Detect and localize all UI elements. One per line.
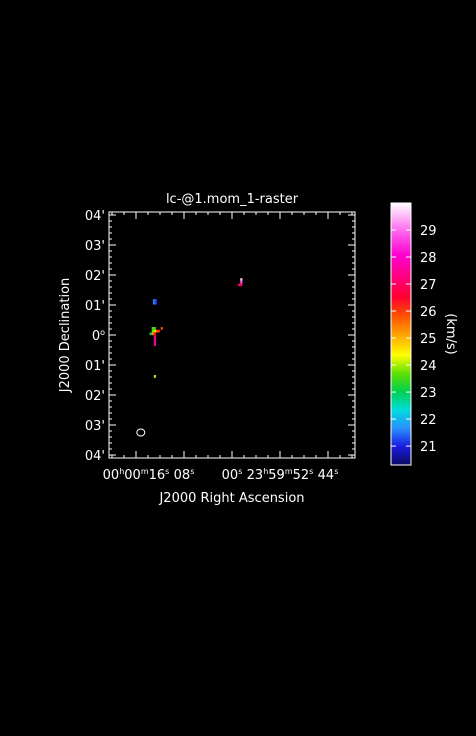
chart-title: lc-@1.mom_1-raster: [166, 192, 299, 207]
map-pixel: [152, 299, 156, 302]
colorbar-tick-label: 21: [420, 440, 437, 455]
colorbar-tick-label: 27: [420, 278, 437, 293]
map-pixel: [149, 332, 152, 336]
y-tick-label: 04': [85, 449, 105, 464]
plot-frame: [108, 211, 356, 459]
x-tick-label: 00h00m16s: [103, 467, 170, 483]
colorbar-label: (km/s): [443, 313, 458, 355]
x-tick-label: 08s: [174, 467, 195, 483]
map-pixel: [240, 280, 243, 284]
map-pixel: [153, 327, 156, 330]
map-pixel: [153, 337, 156, 341]
map-pixel: [160, 327, 163, 330]
colorbar-tick-label: 25: [420, 332, 437, 347]
map-pixel: [154, 299, 157, 302]
map-pixel: [153, 335, 156, 338]
map-pixel: [151, 332, 154, 336]
y-tick-label: 03': [85, 419, 105, 434]
beam-ellipse: [136, 428, 146, 437]
x-axis-label: J2000 Right Ascension: [158, 491, 304, 506]
colorbar-tick-label: 22: [420, 413, 437, 428]
map-pixel: [152, 301, 156, 305]
x-tick-label: 00s: [222, 467, 243, 483]
y-tick-label: 01': [85, 299, 105, 314]
map-pixel: [155, 329, 159, 333]
y-axis-ticks: 04' 03' 02' 01' 0o 01' 02' 03' 04': [85, 209, 355, 464]
x-tick-label: 44s: [318, 467, 339, 483]
map-pixel: [240, 278, 243, 281]
map-pixel: [238, 283, 241, 287]
y-tick-label: 0o: [92, 328, 105, 344]
map-pixel: [154, 301, 157, 305]
map-pixel: [151, 327, 154, 330]
x-axis-ticks: 00h00m16s 08s 00s 23h59m52s 44s: [103, 212, 353, 483]
map-pixel: [240, 283, 243, 287]
y-tick-label: 03': [85, 239, 105, 254]
map-pixel: [153, 375, 156, 378]
map-pixel: [151, 329, 154, 333]
colorbar-tick-label: 28: [420, 251, 437, 266]
map-pixel: [153, 332, 156, 336]
colorbar: [390, 202, 412, 466]
y-tick-label: 02': [85, 389, 105, 404]
y-tick-label: 01': [85, 359, 105, 374]
map-pixel: [158, 329, 161, 333]
map-pixel: [153, 329, 156, 333]
colorbar-tick-label: 26: [420, 305, 437, 320]
y-axis-label: J2000 Declination: [58, 278, 73, 394]
y-tick-label: 04': [85, 209, 105, 224]
colorbar-tick-label: 23: [420, 386, 437, 401]
x-tick-label: 23h59m52s: [247, 467, 314, 483]
y-tick-label: 02': [85, 269, 105, 284]
colorbar-tick-label: 29: [420, 224, 437, 239]
colorbar-ticks: 21 22 23 24 25 26 27 28 29: [391, 224, 437, 455]
colorbar-tick-label: 24: [420, 359, 437, 374]
map-pixels: [136, 278, 243, 437]
map-pixel: [153, 343, 156, 346]
map-pixel: [153, 340, 156, 344]
